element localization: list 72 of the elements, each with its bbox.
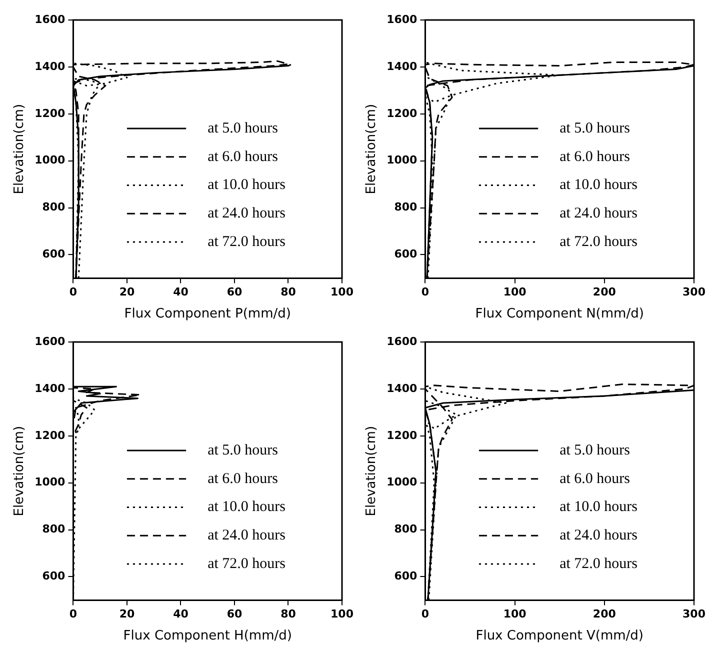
legend-label: at 6.0 hours xyxy=(208,470,278,487)
y-tick-label: 600 xyxy=(394,570,418,583)
y-tick-label: 1200 xyxy=(386,106,418,120)
legend-label: at 72.0 hours xyxy=(560,556,638,572)
legend-label: at 10.0 hours xyxy=(560,499,638,516)
x-tick-label: 100 xyxy=(503,286,527,299)
x-axis-title: Flux Component H(mm/d) xyxy=(123,628,292,644)
y-tick-label: 1200 xyxy=(34,428,66,442)
x-tick-label: 60 xyxy=(226,286,242,299)
x-axis-title: Flux Component N(mm/d) xyxy=(475,306,644,322)
x-tick-label: 0 xyxy=(69,608,78,621)
x-tick-label: 40 xyxy=(173,286,189,299)
y-tick-label: 1600 xyxy=(386,12,418,26)
legend-label: at 6.0 hours xyxy=(560,470,630,487)
x-tick-label: 40 xyxy=(173,608,189,621)
y-axis-title: Elevation(cm) xyxy=(12,426,28,516)
y-tick-label: 1200 xyxy=(386,428,418,442)
x-tick-label: 300 xyxy=(682,608,706,621)
x-tick-label: 0 xyxy=(69,286,78,299)
x-tick-label: 100 xyxy=(330,286,354,299)
legend-label: at 10.0 hours xyxy=(208,499,286,516)
y-tick-label: 1400 xyxy=(34,60,66,73)
y-tick-label: 1600 xyxy=(386,334,418,348)
x-tick-label: 200 xyxy=(592,286,616,299)
y-tick-label: 600 xyxy=(42,570,66,583)
legend-label: at 10.0 hours xyxy=(208,177,286,194)
x-tick-label: 100 xyxy=(503,608,527,621)
y-axis-title: Elevation(cm) xyxy=(12,104,28,194)
y-axis-title: Elevation(cm) xyxy=(364,426,380,516)
y-tick-label: 800 xyxy=(42,522,66,536)
y-tick-label: 1600 xyxy=(34,334,66,348)
x-tick-label: 100 xyxy=(330,608,354,621)
y-tick-label: 600 xyxy=(394,248,418,261)
legend-label: at 24.0 hours xyxy=(560,206,638,222)
legend-label: at 72.0 hours xyxy=(208,234,286,250)
y-tick-label: 1000 xyxy=(34,476,66,489)
y-tick-label: 1000 xyxy=(386,476,418,489)
y-tick-label: 1400 xyxy=(34,382,66,395)
x-axis-title: Flux Component V(mm/d) xyxy=(476,628,644,644)
legend-label: at 24.0 hours xyxy=(560,528,638,544)
y-tick-label: 1000 xyxy=(386,154,418,167)
legend-label: at 72.0 hours xyxy=(560,234,638,250)
legend-label: at 5.0 hours xyxy=(560,120,630,136)
legend-label: at 72.0 hours xyxy=(208,556,286,572)
x-tick-label: 20 xyxy=(119,286,135,299)
y-tick-label: 800 xyxy=(394,522,418,536)
x-tick-label: 80 xyxy=(280,286,296,299)
y-tick-label: 800 xyxy=(42,200,66,214)
y-tick-label: 1000 xyxy=(34,154,66,167)
legend-label: at 5.0 hours xyxy=(560,442,630,458)
x-tick-label: 300 xyxy=(682,286,706,299)
y-tick-label: 600 xyxy=(42,248,66,261)
x-tick-label: 20 xyxy=(119,608,135,621)
x-tick-label: 0 xyxy=(421,286,430,299)
y-tick-label: 1400 xyxy=(386,382,418,395)
legend-label: at 5.0 hours xyxy=(208,120,278,136)
y-tick-label: 800 xyxy=(394,200,418,214)
legend-label: at 24.0 hours xyxy=(208,528,286,544)
x-tick-label: 60 xyxy=(226,608,242,621)
x-tick-label: 200 xyxy=(592,608,616,621)
x-tick-label: 0 xyxy=(421,608,430,621)
legend-label: at 24.0 hours xyxy=(208,206,286,222)
legend-label: at 5.0 hours xyxy=(208,442,278,458)
x-axis-title: Flux Component P(mm/d) xyxy=(124,306,291,322)
y-tick-label: 1400 xyxy=(386,60,418,73)
y-axis-title: Elevation(cm) xyxy=(364,104,380,194)
legend-label: at 10.0 hours xyxy=(560,177,638,194)
x-tick-label: 80 xyxy=(280,608,296,621)
y-tick-label: 1600 xyxy=(34,12,66,26)
y-tick-label: 1200 xyxy=(34,106,66,120)
legend-label: at 6.0 hours xyxy=(208,148,278,165)
legend-label: at 6.0 hours xyxy=(560,148,630,165)
